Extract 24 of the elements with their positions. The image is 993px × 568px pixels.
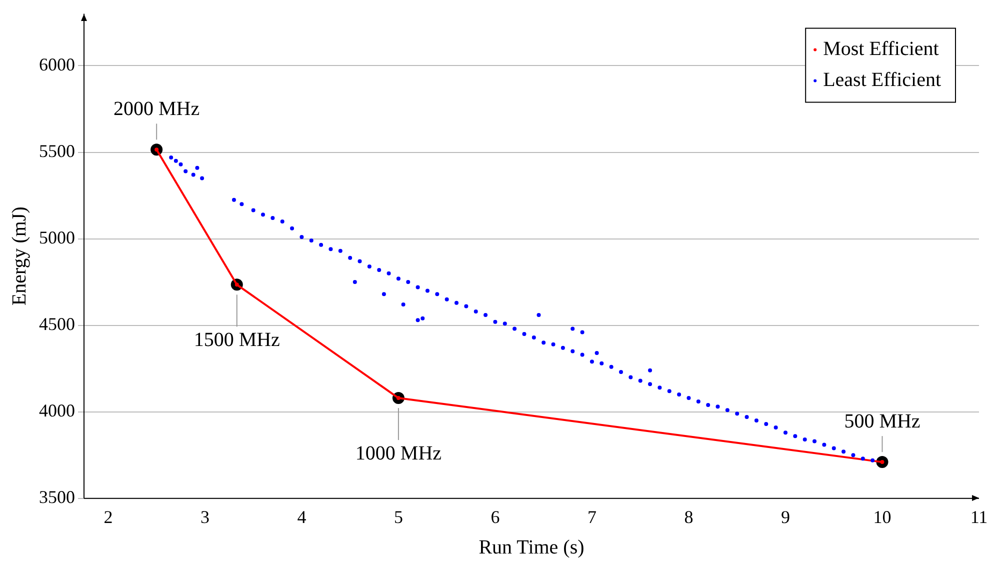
legend-label: Most Efficient	[823, 38, 940, 60]
x-tick-label: 8	[684, 506, 694, 527]
x-tick-label: 5	[394, 506, 403, 527]
x-tick-label: 9	[780, 506, 790, 527]
x-axis-title: Run Time (s)	[478, 536, 584, 558]
annotation: 2000 MHz	[114, 98, 200, 120]
y-axis-title: Energy (mJ)	[8, 206, 30, 306]
x-tick-label: 3	[200, 506, 210, 527]
x-tick-label: 7	[587, 506, 596, 527]
x-tick-label: 6	[490, 506, 500, 527]
y-tick-label: 6000	[39, 54, 75, 74]
x-tick-label: 2	[104, 506, 113, 527]
y-tick-label: 4500	[39, 314, 75, 334]
x-tick-label: 10	[873, 506, 892, 527]
y-tick-label: 5000	[39, 228, 75, 248]
y-tick-label: 5500	[39, 140, 75, 161]
legend-label: Least Efficient	[823, 69, 942, 92]
y-tick-label: 4000	[39, 400, 75, 421]
x-tick-label: 4	[297, 506, 306, 527]
y-tick-label: 3500	[39, 487, 75, 508]
annotation: 500 MHz	[844, 410, 920, 432]
annotation: 1500 MHz	[194, 328, 280, 351]
x-tick-label: 11	[970, 506, 988, 527]
annotation: 1000 MHz	[355, 442, 442, 464]
